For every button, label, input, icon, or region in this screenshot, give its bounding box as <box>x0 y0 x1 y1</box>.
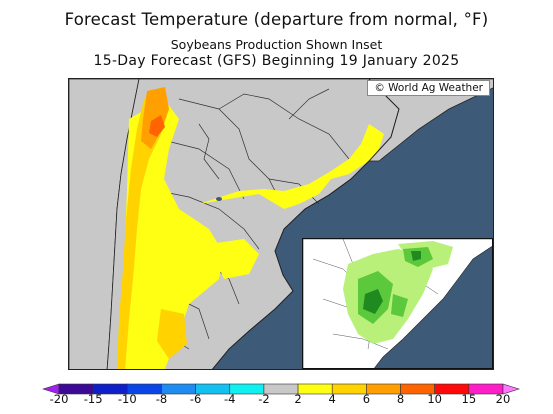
soy-dense <box>363 251 421 314</box>
inset-map <box>303 239 492 368</box>
legend-tick-label: 15 <box>461 392 477 406</box>
forecast-map: © World Ag Weather <box>68 78 494 370</box>
legend-tick-label: -10 <box>117 392 137 406</box>
legend-arrow-high <box>502 383 521 395</box>
anomaly-6to8 <box>141 87 169 149</box>
anomaly-8to10 <box>149 115 165 137</box>
legend-tick-label: 4 <box>328 392 336 406</box>
map-canvas <box>69 79 493 369</box>
legend-tick-label: -15 <box>83 392 103 406</box>
legend-tick-label: 8 <box>396 392 405 406</box>
copyright-label: © World Ag Weather <box>367 80 490 96</box>
soybean-production-inset <box>302 238 493 369</box>
legend-tick-label: -8 <box>155 392 168 406</box>
legend-tick-label: -2 <box>258 392 270 406</box>
legend-colorbar <box>41 383 521 395</box>
lake <box>216 197 222 201</box>
legend-tick-label: 6 <box>362 392 371 406</box>
legend-tick-label: -6 <box>189 392 202 406</box>
legend-swatch <box>297 383 333 395</box>
legend-tick-label: -4 <box>224 392 236 406</box>
atlantic-coastline <box>212 79 400 369</box>
anomaly-4to6 <box>117 91 187 369</box>
legend-tick-label: 2 <box>294 392 302 406</box>
map-title: Forecast Temperature (departure from nor… <box>64 10 489 29</box>
legend-tick-label: 10 <box>427 392 443 406</box>
legend-swatch <box>366 383 401 395</box>
legend-tick-label: 20 <box>495 392 511 406</box>
legend-swatch <box>331 383 367 395</box>
map-subtitle: Soybeans Production Shown Inset <box>170 37 383 52</box>
legend-tick-label: -20 <box>49 392 69 406</box>
forecast-period: 15-Day Forecast (GFS) Beginning 19 Janua… <box>93 53 460 69</box>
